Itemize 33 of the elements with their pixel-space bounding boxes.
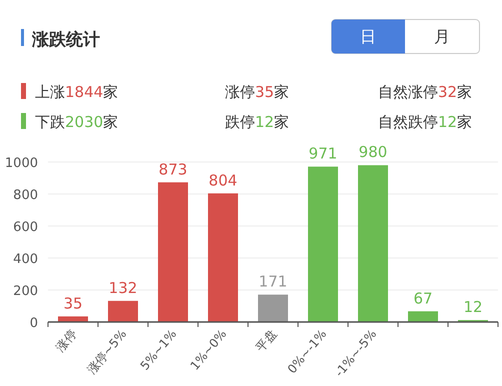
data-label: 873 — [158, 160, 188, 178]
text: 自然跌停12家 — [378, 113, 472, 131]
text: 日 — [360, 27, 376, 46]
data-label: 804 — [208, 171, 238, 190]
text: 自然涨停32家 — [378, 83, 472, 101]
chart-title: 涨跌统计 — [31, 30, 100, 50]
data-label: 171 — [258, 272, 288, 291]
y-tick-label: 0 — [30, 316, 38, 331]
data-label: 12 — [463, 298, 483, 316]
bar — [258, 294, 288, 322]
text: 月 — [434, 27, 450, 46]
y-tick-label: 200 — [13, 284, 38, 299]
y-tick-label: 600 — [13, 220, 38, 235]
bar — [108, 300, 138, 322]
bar — [408, 311, 438, 322]
data-label: 980 — [358, 143, 388, 162]
bar — [208, 193, 238, 322]
x-tick-label: 涨停 — [53, 326, 80, 354]
text: 上涨1844家 — [35, 83, 118, 101]
text: 下跌2030家 — [35, 113, 118, 131]
text: 涨停35家 — [225, 83, 290, 101]
y-tick-label: 1000 — [4, 156, 38, 171]
data-label: 971 — [308, 144, 338, 163]
data-label: 132 — [108, 278, 138, 297]
data-label: 35 — [63, 294, 83, 312]
bar — [158, 182, 188, 322]
bar — [358, 165, 388, 322]
y-tick-label: 400 — [13, 252, 38, 267]
text: 跌停12家 — [225, 113, 290, 131]
y-tick-label: 800 — [13, 188, 38, 203]
x-tick-label: 平盘 — [253, 326, 280, 354]
data-label: 67 — [413, 289, 433, 308]
bar — [308, 166, 338, 322]
